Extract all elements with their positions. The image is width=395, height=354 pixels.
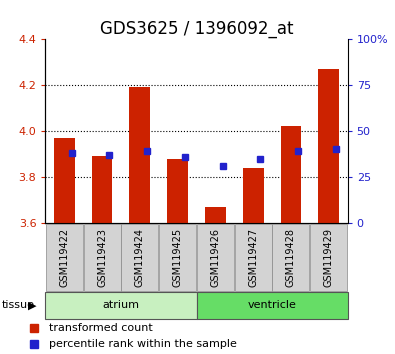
Text: percentile rank within the sample: percentile rank within the sample [49, 339, 237, 349]
Bar [45, 292, 197, 319]
Bar [243, 168, 263, 223]
Bar [197, 224, 234, 291]
Bar [159, 224, 196, 291]
Bar [273, 224, 309, 291]
Bar [310, 224, 347, 291]
Text: transformed count: transformed count [49, 323, 153, 333]
Bar [235, 224, 272, 291]
Text: tissue: tissue [2, 300, 35, 310]
Bar [280, 126, 301, 223]
Text: ventricle: ventricle [248, 300, 297, 310]
Bar [205, 207, 226, 223]
Bar [84, 224, 120, 291]
Bar [121, 224, 158, 291]
Bar [130, 87, 150, 223]
Text: GSM119428: GSM119428 [286, 228, 296, 287]
Text: GSM119425: GSM119425 [173, 228, 182, 287]
Title: GDS3625 / 1396092_at: GDS3625 / 1396092_at [100, 20, 293, 38]
Bar [197, 292, 348, 319]
Bar [46, 224, 83, 291]
Text: GSM119422: GSM119422 [59, 228, 69, 287]
Bar [167, 159, 188, 223]
Text: GSM119426: GSM119426 [211, 228, 220, 287]
Text: GSM119424: GSM119424 [135, 228, 145, 287]
Bar [318, 69, 339, 223]
Bar [54, 138, 75, 223]
Text: atrium: atrium [102, 300, 139, 310]
Bar [92, 156, 113, 223]
Text: ▶: ▶ [28, 300, 37, 310]
Text: GSM119423: GSM119423 [97, 228, 107, 287]
Text: GSM119429: GSM119429 [324, 228, 334, 287]
Text: GSM119427: GSM119427 [248, 228, 258, 287]
